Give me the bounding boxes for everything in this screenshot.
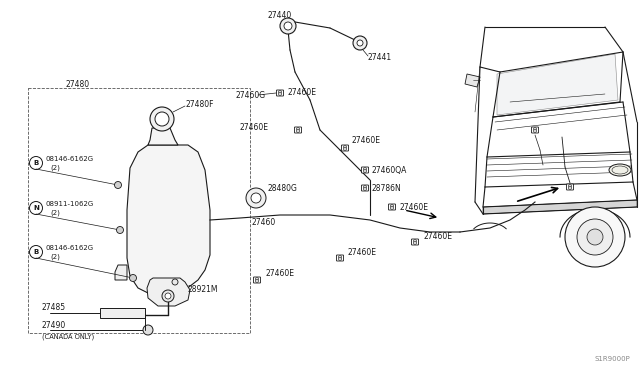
Text: 27460: 27460 [252, 218, 276, 227]
Circle shape [353, 36, 367, 50]
Circle shape [364, 167, 367, 170]
FancyBboxPatch shape [362, 185, 369, 191]
Text: 27460E: 27460E [352, 135, 381, 144]
Text: 27490: 27490 [42, 321, 67, 330]
Circle shape [150, 107, 174, 131]
Circle shape [344, 145, 346, 148]
Text: B: B [33, 160, 38, 166]
Polygon shape [115, 265, 127, 280]
Text: (2): (2) [50, 210, 60, 216]
Circle shape [255, 278, 259, 280]
Circle shape [577, 219, 613, 255]
Circle shape [413, 241, 417, 244]
Circle shape [339, 256, 342, 259]
Polygon shape [147, 278, 190, 306]
Circle shape [255, 279, 259, 282]
Text: S1R9000P: S1R9000P [595, 356, 630, 362]
Text: 27460E: 27460E [239, 122, 268, 131]
Text: 27485: 27485 [42, 304, 66, 312]
Circle shape [29, 157, 42, 170]
FancyBboxPatch shape [342, 145, 349, 151]
Text: 27480F: 27480F [185, 99, 214, 109]
Bar [28, 88, 250, 333]
Text: 27460E: 27460E [265, 269, 294, 279]
Circle shape [534, 128, 536, 131]
Circle shape [587, 229, 603, 245]
Text: 27440: 27440 [268, 10, 292, 19]
Circle shape [172, 279, 178, 285]
Polygon shape [497, 54, 618, 115]
Text: 27460E: 27460E [348, 247, 377, 257]
FancyBboxPatch shape [412, 239, 419, 245]
Circle shape [364, 170, 367, 173]
Polygon shape [148, 128, 178, 145]
Circle shape [284, 22, 292, 30]
Circle shape [246, 188, 266, 208]
Circle shape [534, 129, 536, 132]
Text: (CANADA ONLY): (CANADA ONLY) [42, 334, 94, 340]
Circle shape [278, 93, 282, 96]
Circle shape [165, 293, 171, 299]
FancyBboxPatch shape [566, 184, 573, 190]
Circle shape [29, 202, 42, 215]
Circle shape [296, 129, 300, 132]
Text: (2): (2) [50, 254, 60, 260]
Circle shape [280, 18, 296, 34]
Circle shape [390, 206, 394, 209]
Circle shape [339, 257, 342, 260]
Text: N: N [33, 205, 39, 211]
Circle shape [364, 187, 367, 190]
Circle shape [115, 182, 122, 189]
Circle shape [413, 240, 417, 243]
FancyBboxPatch shape [294, 127, 301, 133]
Text: 28480G: 28480G [268, 183, 298, 192]
Polygon shape [465, 74, 480, 87]
Circle shape [344, 148, 346, 151]
Text: 08146-6162G: 08146-6162G [46, 156, 94, 162]
Circle shape [364, 186, 367, 189]
Circle shape [143, 325, 153, 335]
Text: 27441: 27441 [368, 52, 392, 61]
Text: 27460E: 27460E [423, 231, 452, 241]
Text: 27480: 27480 [65, 80, 89, 89]
Text: (2): (2) [50, 165, 60, 171]
Circle shape [278, 90, 282, 93]
Text: 27460E: 27460E [400, 202, 429, 212]
Polygon shape [127, 145, 210, 294]
Circle shape [390, 205, 394, 208]
Circle shape [357, 40, 363, 46]
FancyBboxPatch shape [253, 277, 260, 283]
Text: 27460QA: 27460QA [372, 166, 408, 174]
Text: 27460E: 27460E [287, 87, 316, 96]
Circle shape [251, 193, 261, 203]
Text: 28921M: 28921M [187, 285, 218, 295]
Circle shape [568, 186, 572, 189]
Polygon shape [100, 308, 145, 318]
Polygon shape [483, 200, 637, 214]
FancyBboxPatch shape [531, 127, 538, 133]
Text: 27460G: 27460G [235, 90, 265, 99]
FancyBboxPatch shape [276, 90, 284, 96]
Circle shape [116, 227, 124, 234]
FancyBboxPatch shape [388, 204, 396, 210]
Text: 28786N: 28786N [372, 183, 402, 192]
Text: B: B [33, 249, 38, 255]
Circle shape [29, 246, 42, 259]
Circle shape [568, 185, 572, 187]
Text: 08911-1062G: 08911-1062G [46, 201, 94, 207]
Circle shape [162, 290, 174, 302]
Ellipse shape [609, 164, 631, 176]
Text: 08146-6162G: 08146-6162G [46, 245, 94, 251]
FancyBboxPatch shape [362, 167, 369, 173]
FancyBboxPatch shape [337, 255, 344, 261]
Circle shape [296, 128, 300, 131]
Circle shape [129, 275, 136, 282]
Circle shape [155, 112, 169, 126]
Circle shape [565, 207, 625, 267]
